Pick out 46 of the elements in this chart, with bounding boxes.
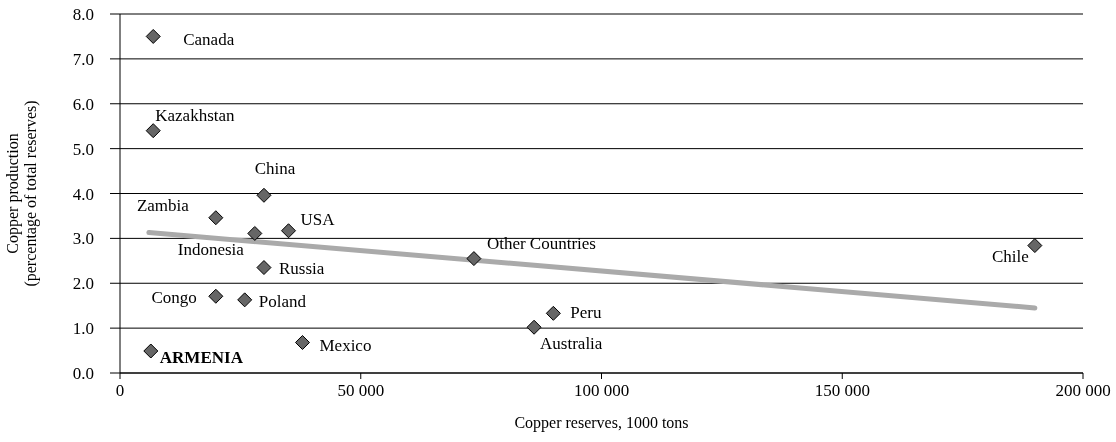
point	[208, 288, 224, 304]
y-axis-title: Copper production (percentage of total reserves)	[4, 100, 40, 287]
point	[466, 251, 482, 267]
annotation: Chile	[992, 246, 1029, 266]
y-tick-label: 5.0	[72, 139, 94, 159]
annotation: Mexico	[319, 336, 372, 356]
annotation: ARMENIA	[159, 348, 244, 368]
point	[526, 319, 542, 335]
y-tick-label: 6.0	[72, 94, 94, 114]
point	[256, 187, 272, 203]
annotation: Congo	[151, 288, 197, 308]
annotation: Russia	[278, 258, 325, 278]
y-tick-label: 1.0	[72, 319, 94, 339]
point	[237, 292, 253, 308]
y-tick-label: 3.0	[72, 229, 94, 249]
point	[1027, 238, 1043, 254]
point	[145, 28, 161, 44]
point	[545, 305, 561, 321]
point	[256, 260, 272, 276]
y-tick-label: 2.0	[72, 274, 94, 294]
annotation: Zambia	[136, 195, 190, 215]
point	[143, 343, 159, 359]
point	[247, 225, 263, 241]
x-tick-label: 200 000	[1055, 381, 1111, 400]
annotation: Indonesia	[177, 240, 245, 260]
y-tick-label: 8.0	[72, 5, 94, 24]
point	[281, 223, 297, 239]
annotation: Poland	[258, 291, 307, 311]
y-tick-label: 7.0	[72, 49, 94, 69]
x-tick-label: 0	[115, 381, 125, 400]
point	[208, 210, 224, 226]
point	[145, 123, 161, 139]
annotation: Kazakhstan	[155, 105, 236, 125]
annotation: Australia	[540, 334, 603, 354]
point	[294, 334, 310, 350]
x-axis-title: Copper reserves, 1000 tons	[514, 414, 689, 432]
annotation: USA	[300, 209, 336, 229]
annotation: Peru	[570, 303, 603, 323]
annotation: Other Countries	[486, 233, 596, 253]
x-tick-label: 150 000	[814, 381, 870, 400]
annotation: Canada	[183, 30, 235, 50]
x-tick-label: 100 000	[573, 381, 630, 400]
y-tick-label: 0.0	[72, 364, 94, 383]
y-tick-label: 4.0	[72, 184, 94, 204]
annotation: China	[254, 159, 296, 179]
x-tick-label: 50 000	[337, 381, 385, 400]
